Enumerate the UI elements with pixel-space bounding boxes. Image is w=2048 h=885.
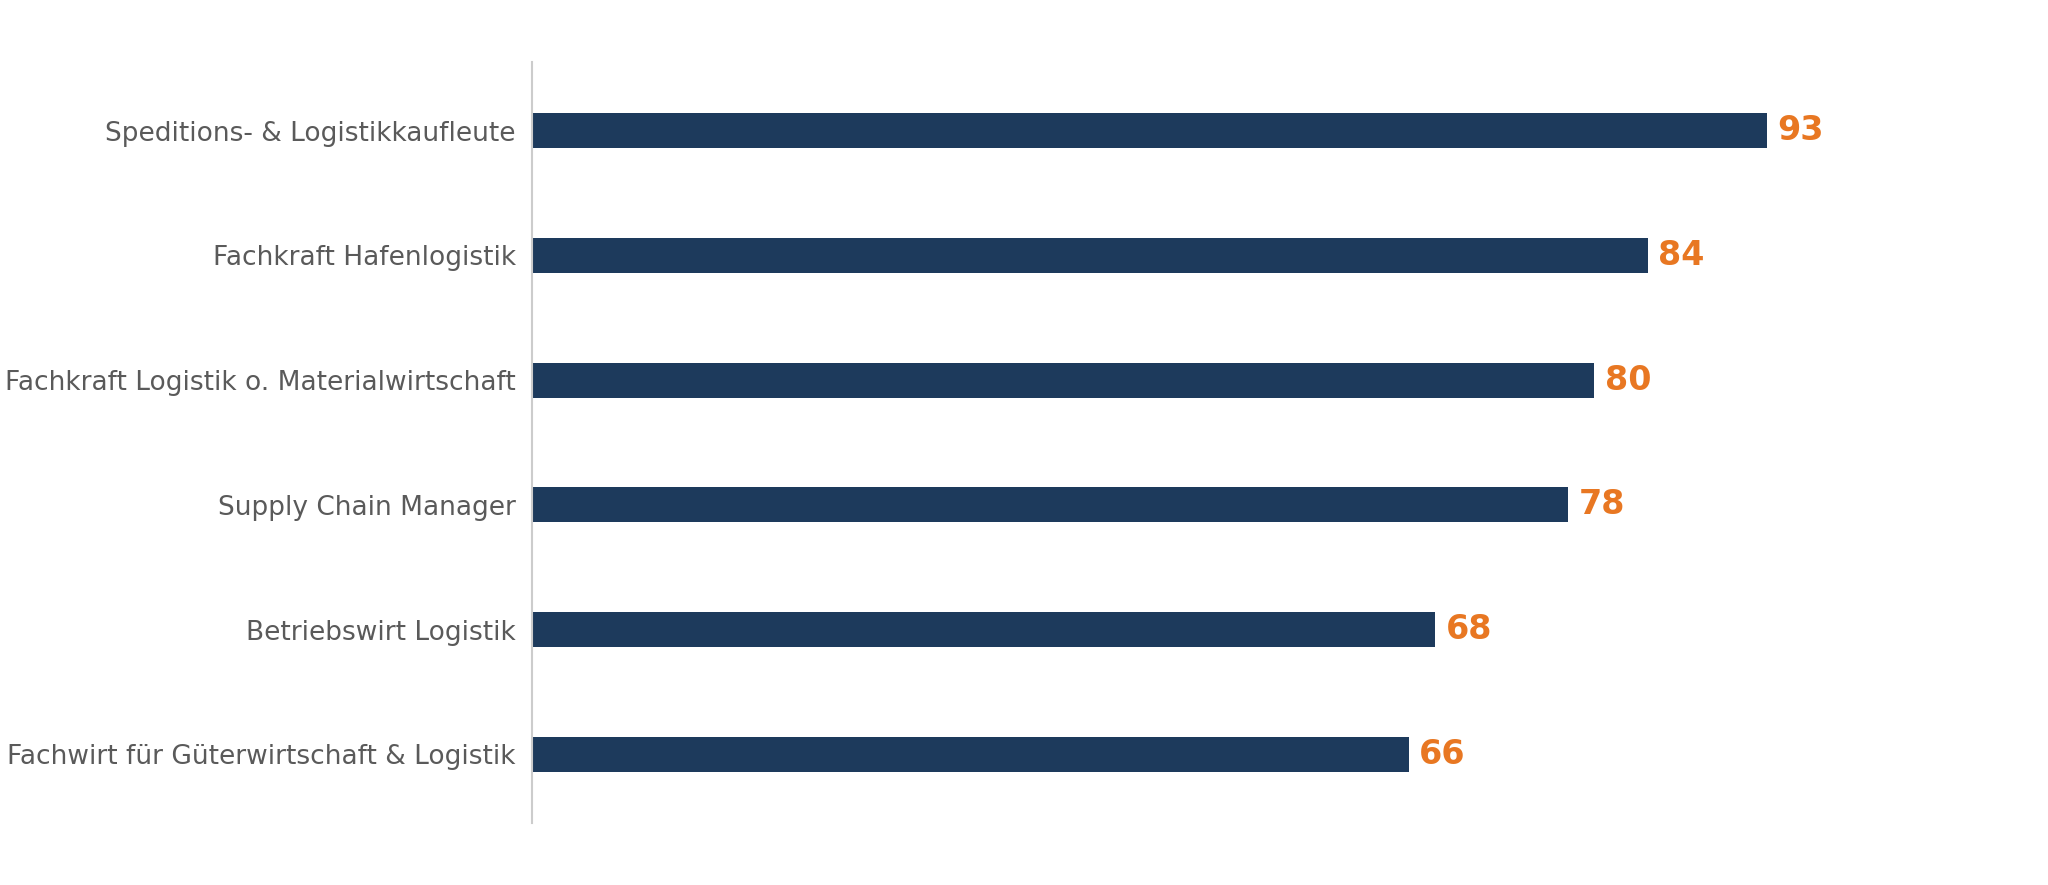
Text: 93: 93 [1778, 114, 1825, 147]
Bar [532, 612, 1436, 647]
Text: 84: 84 [1659, 239, 1704, 272]
Bar [532, 363, 1595, 397]
Text: 68: 68 [1446, 613, 1493, 646]
Text: 66: 66 [1419, 738, 1466, 771]
Bar [532, 238, 1647, 273]
Bar [532, 737, 1409, 772]
Text: 80: 80 [1606, 364, 1651, 396]
Bar [532, 488, 1569, 522]
Text: 78: 78 [1579, 489, 1624, 521]
Bar [532, 113, 1767, 148]
